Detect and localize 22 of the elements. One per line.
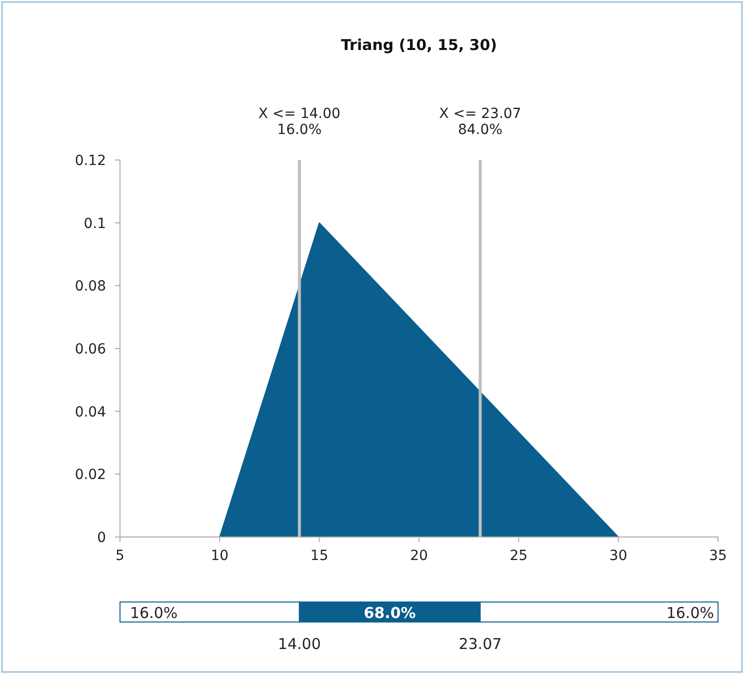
text: 23.07 <box>458 635 502 653</box>
x-tick-label: 30 <box>609 548 628 564</box>
ref-line-label: X <= 23.07 84.0% <box>439 106 522 138</box>
y-tick-label: 0.04 <box>74 404 106 420</box>
y-tick-label: 0 <box>97 530 106 546</box>
x-tick-label: 35 <box>709 548 727 564</box>
chart-title: Triang (10, 15, 30) <box>340 36 498 54</box>
y-tick-label: 0.1 <box>84 216 106 232</box>
text: 16.0% <box>130 604 178 622</box>
text: 14.00 <box>278 635 321 653</box>
text: 68.0% <box>364 604 416 622</box>
x-tick-label: 25 <box>510 548 528 564</box>
x-tick-label: 20 <box>410 548 428 564</box>
x-tick-label: 5 <box>116 548 124 564</box>
text: 16.0% <box>666 604 714 622</box>
y-tick-label: 0.08 <box>74 278 106 295</box>
y-tick-label: 0.02 <box>74 467 106 484</box>
ref-line-label: X <= 14.00 16.0% <box>258 106 340 138</box>
y-tick-label: 0.12 <box>74 153 106 169</box>
x-tick-label: 15 <box>310 548 328 564</box>
y-tick-label: 0.06 <box>74 342 106 358</box>
x-tick-label: 10 <box>210 548 229 564</box>
